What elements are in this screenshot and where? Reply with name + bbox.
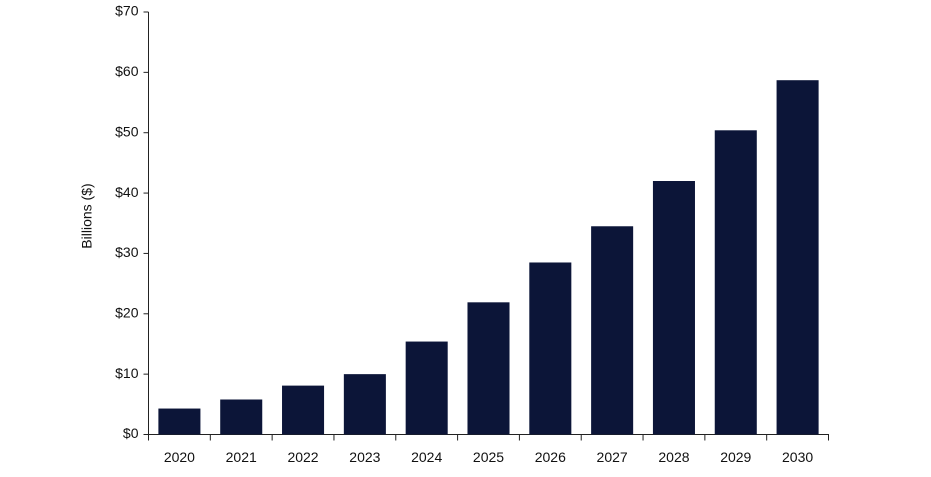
bar xyxy=(529,262,572,435)
bar xyxy=(282,385,325,435)
bar xyxy=(652,181,695,435)
x-tick-label: 2023 xyxy=(349,449,380,465)
y-tick-label: $10 xyxy=(115,365,139,381)
y-tick-label: $70 xyxy=(115,3,139,19)
y-axis-label: Billions ($) xyxy=(79,183,95,248)
y-tick-label: $30 xyxy=(115,244,139,260)
y-tick-label: $50 xyxy=(115,123,139,139)
x-tick-label: 2029 xyxy=(720,449,751,465)
x-tick-label: 2020 xyxy=(164,449,195,465)
x-tick-label: 2021 xyxy=(226,449,257,465)
bar xyxy=(343,374,386,435)
bar xyxy=(714,130,757,435)
bar xyxy=(591,226,634,435)
bar xyxy=(467,302,510,435)
x-tick-label: 2022 xyxy=(287,449,318,465)
x-tick-label: 2027 xyxy=(597,449,628,465)
x-tick-label: 2028 xyxy=(658,449,689,465)
y-tick-label: $60 xyxy=(115,63,139,79)
bar xyxy=(220,399,263,435)
bar xyxy=(158,408,201,435)
y-tick-label: $0 xyxy=(123,425,139,441)
x-tick-label: 2025 xyxy=(473,449,504,465)
x-tick-label: 2026 xyxy=(535,449,566,465)
y-tick-label: $20 xyxy=(115,304,139,320)
x-tick-label: 2030 xyxy=(782,449,813,465)
x-tick-label: 2024 xyxy=(411,449,442,465)
bar xyxy=(405,341,448,435)
bar xyxy=(776,80,819,435)
y-tick-label: $40 xyxy=(115,184,139,200)
